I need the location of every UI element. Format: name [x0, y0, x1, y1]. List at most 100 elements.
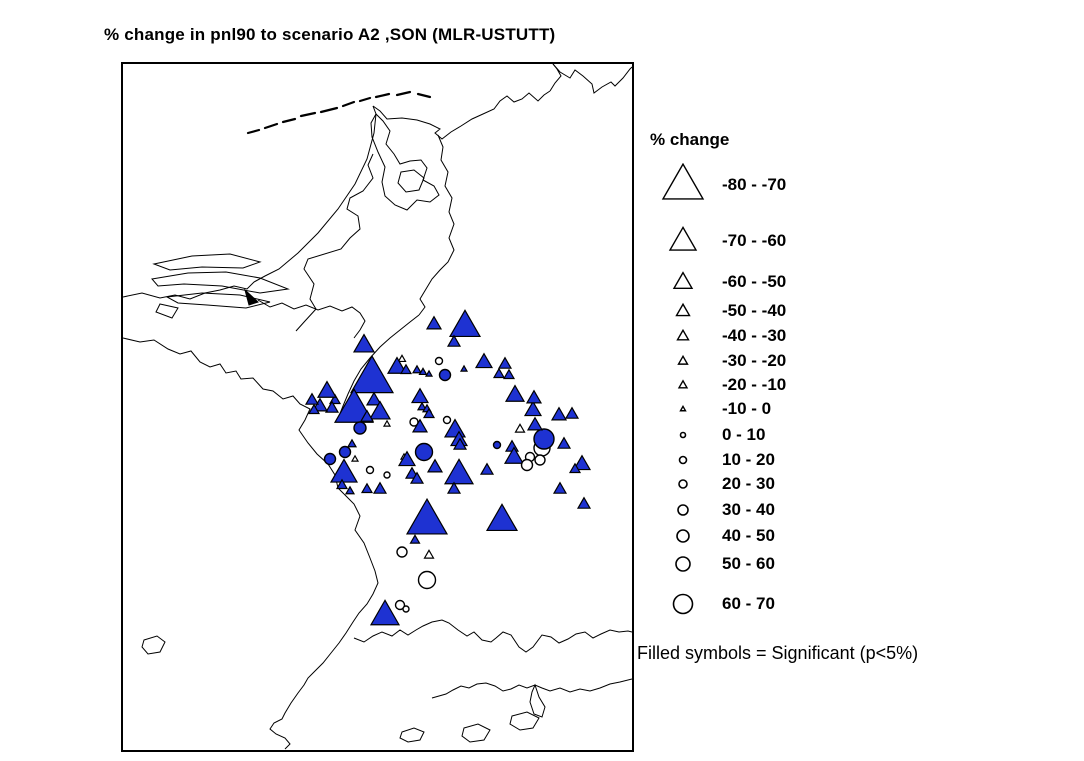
map-outline [165, 292, 271, 309]
map-outline [418, 134, 455, 316]
map-marker-triangle [328, 393, 342, 405]
map-marker-triangle [350, 454, 360, 462]
legend-row: -40 - -30 [661, 314, 786, 358]
map-marker-circle [438, 368, 452, 382]
map-marker-triangle [369, 599, 401, 626]
map-marker-triangle [514, 423, 526, 433]
legend-row: 20 - 30 [661, 462, 775, 506]
map-marker-triangle [504, 439, 520, 452]
legend-row: 30 - 40 [661, 488, 775, 532]
map-marker-triangle [346, 438, 358, 448]
legend-triangle-icon [677, 379, 689, 389]
map-marker-triangle [502, 368, 516, 380]
map-marker-triangle [418, 367, 428, 376]
map-marker-triangle [397, 354, 407, 363]
legend-triangle-icon [679, 404, 687, 412]
map-marker-triangle [386, 356, 408, 374]
map-outline [295, 153, 374, 332]
map-marker-triangle [397, 450, 417, 467]
map-marker-triangle [443, 458, 475, 485]
map-outline [529, 683, 546, 718]
map-marker-triangle [416, 401, 428, 411]
map-marker-triangle [422, 407, 436, 419]
map-marker-triangle [446, 481, 462, 494]
map-marker-circle [383, 471, 391, 479]
map-marker-triangle [550, 406, 568, 421]
map-outline [257, 299, 366, 339]
map-outline [123, 337, 345, 495]
map-marker-triangle [425, 315, 443, 330]
map-marker-circle [534, 454, 546, 466]
map-marker-triangle [335, 478, 349, 490]
legend-row: -10 - 0 [661, 387, 771, 431]
legend-label: -50 - -40 [722, 301, 787, 320]
estuary-shape [244, 288, 259, 306]
map-marker-circle [417, 570, 437, 590]
legend-label: 60 - 70 [722, 594, 775, 613]
legend-label: 0 - 10 [722, 425, 766, 444]
map-outline [123, 105, 377, 300]
map-marker-circle [394, 599, 406, 611]
map-marker-triangle [329, 458, 359, 483]
map-outline [338, 314, 420, 417]
map-marker-triangle [304, 392, 320, 405]
island-outline [341, 100, 356, 108]
map-marker-triangle [423, 549, 435, 559]
legend-label: 50 - 60 [722, 554, 775, 573]
legend-row: -30 - -20 [661, 339, 786, 383]
map-marker-circle [442, 415, 452, 425]
map-outline [549, 64, 562, 92]
map-marker-triangle [349, 354, 395, 394]
map-marker-triangle [568, 462, 582, 474]
island-outline [246, 128, 261, 135]
map-outline [152, 253, 262, 271]
island-outline [416, 92, 432, 99]
legend-row: -50 - -40 [661, 289, 786, 333]
map-marker-triangle [365, 391, 383, 406]
legend-label: 40 - 50 [722, 526, 775, 545]
map-marker-circle [338, 445, 352, 459]
legend-triangle-icon [676, 328, 690, 341]
legend-row: -20 - -10 [661, 363, 786, 407]
legend-row: 10 - 20 [661, 438, 775, 482]
map-marker-triangle [411, 418, 429, 433]
legend-circle-icon [677, 504, 689, 516]
legend-label: -40 - -30 [722, 326, 787, 345]
island-outline [395, 90, 412, 97]
island-outline [263, 122, 279, 130]
map-marker-triangle [523, 400, 543, 417]
map-marker-circle [402, 605, 410, 613]
map-outline [155, 303, 179, 319]
legend-circle-icon [672, 593, 694, 615]
symbol-map [123, 64, 632, 750]
legend-triangle-icon [677, 354, 689, 365]
legend-row: -70 - -60 [661, 219, 786, 263]
map-marker-triangle [424, 369, 434, 377]
map-marker-triangle [359, 409, 375, 422]
map-marker-circle [533, 428, 555, 450]
map-marker-triangle [307, 403, 321, 415]
map-marker-circle [396, 546, 408, 558]
map-marker-circle [365, 465, 375, 475]
island-outline [374, 92, 391, 99]
map-marker-triangle [311, 397, 329, 412]
map-marker-triangle [333, 387, 375, 423]
map-marker-triangle [399, 363, 413, 375]
legend-circle-icon [676, 529, 690, 543]
map-marker-triangle [492, 367, 506, 379]
map-outline [370, 113, 440, 211]
map-outline [269, 493, 379, 750]
legend-label: 30 - 40 [722, 500, 775, 519]
map-outline [151, 271, 290, 294]
island-outline [358, 96, 372, 103]
map-marker-triangle [526, 416, 544, 431]
map-outline [353, 619, 632, 653]
map-marker-circle [353, 421, 367, 435]
map-marker-triangle [556, 436, 572, 449]
figure-title: % change in pnl90 to scenario A2 ,SON (M… [104, 25, 556, 44]
map-frame [121, 62, 634, 752]
map-marker-triangle [572, 454, 592, 471]
legend-row: 60 - 70 [661, 582, 775, 626]
island-outline [319, 106, 339, 114]
